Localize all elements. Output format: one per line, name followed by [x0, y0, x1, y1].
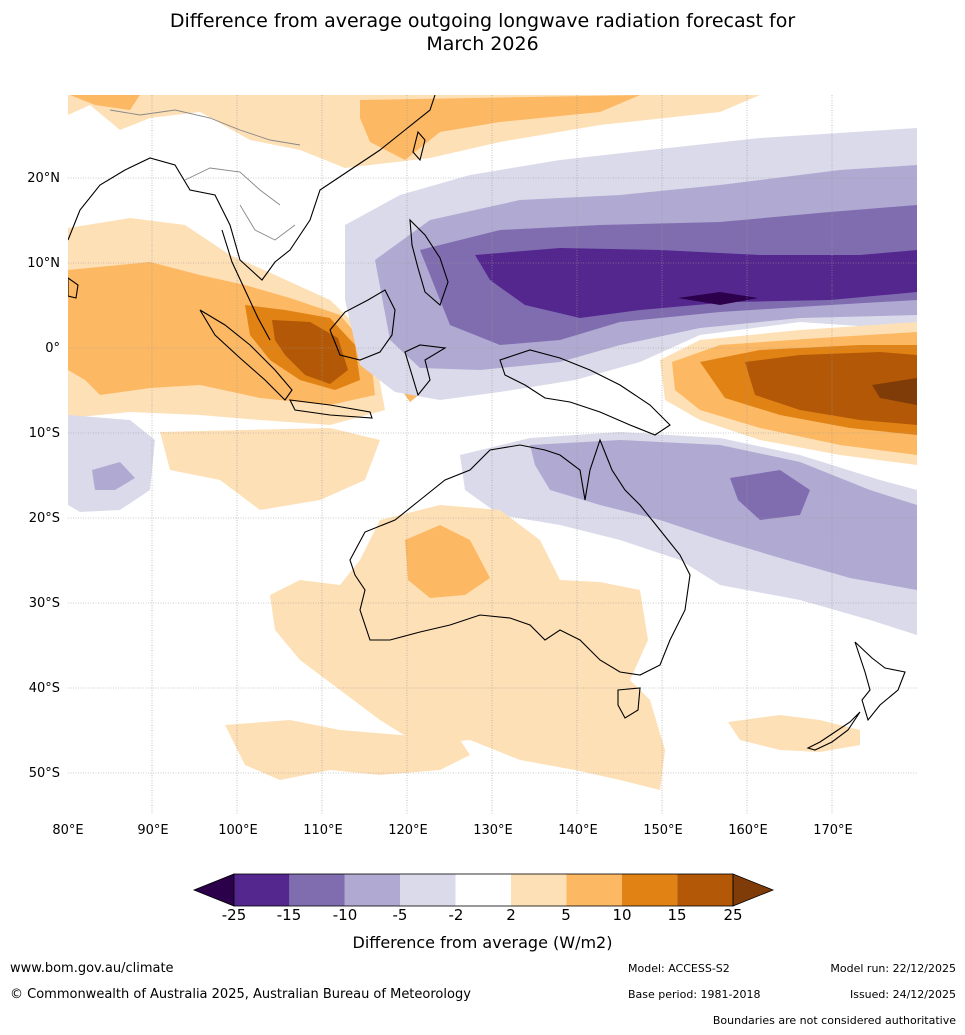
model-name: Model: ACCESS-S2 — [628, 962, 730, 975]
anomaly-region-south-indian-light-orange — [225, 720, 470, 780]
lon-label-140e: 140°E — [558, 823, 598, 838]
coastline-mainland-asia — [68, 95, 436, 281]
colorbar-tick-5: 2 — [506, 906, 516, 924]
country-borders — [109, 109, 301, 241]
coastlines — [68, 95, 906, 751]
lon-label-160e: 160°E — [728, 823, 768, 838]
coastline-tasmania — [617, 687, 641, 719]
anomaly-region-west-indian-purple — [92, 462, 135, 490]
colorbar-tick-8: 15 — [667, 906, 687, 924]
lon-label-170e: 170°E — [813, 823, 853, 838]
coastline-malay-peninsula — [221, 229, 271, 341]
anomaly-region-north-australia-light-purple — [530, 440, 917, 590]
coastline-java — [289, 399, 373, 419]
anomaly-region-sumatra-brown — [272, 320, 348, 384]
anomaly-region-pacific-deepest-purple — [678, 292, 758, 305]
anomaly-region-west-indian-light-purple — [68, 415, 155, 512]
colorbar-tick-2: -10 — [332, 906, 358, 924]
website-link[interactable]: www.bom.gov.au/climate — [10, 961, 174, 976]
anomaly-region-eq-pacific-darkest-brown — [872, 378, 917, 405]
lat-label-30s: 30°S — [28, 596, 60, 611]
colorbar-bin-1 — [289, 874, 345, 906]
coastline-sumatra — [199, 309, 293, 401]
lat-label-0: 0° — [45, 341, 60, 356]
colorbar-tick-0: -25 — [221, 906, 247, 924]
lat-label-20s: 20°S — [28, 511, 60, 526]
chart-title: Difference from average outgoing longwav… — [0, 10, 965, 56]
border-asia-2 — [184, 167, 281, 206]
lon-label-80e: 80°E — [52, 823, 84, 838]
lon-label-130e: 130°E — [473, 823, 513, 838]
anomaly-region-coral-sea-medium-purple — [730, 470, 810, 520]
colorbar-bin-6 — [566, 874, 622, 906]
model-run-date: Model run: 22/12/2025 — [830, 962, 956, 975]
lat-label-20n: 20°N — [27, 171, 60, 186]
colorbar-under-arrow — [192, 873, 235, 907]
anomaly-field — [68, 95, 917, 790]
copyright-text: © Commonwealth of Australia 2025, Austra… — [10, 987, 471, 1002]
colorbar-tick-9: 25 — [723, 906, 743, 924]
title-line-1: Difference from average outgoing longwav… — [169, 10, 796, 32]
colorbar-outline — [233, 873, 734, 907]
anomaly-region-eq-pacific-brown — [745, 352, 917, 425]
colorbar — [0, 870, 965, 960]
anomaly-region-india-orange — [70, 95, 140, 110]
graticule — [68, 95, 917, 815]
border-asia-1 — [109, 109, 301, 146]
anomaly-region-sw-indian-light-orange — [160, 428, 380, 510]
lat-label-10s: 10°S — [28, 426, 60, 441]
lat-label-50s: 50°S — [28, 766, 60, 781]
lon-label-100e: 100°E — [218, 823, 258, 838]
coastline-new-zealand-south — [806, 711, 861, 751]
colorbar-svg — [192, 873, 775, 907]
colorbar-bin-2 — [344, 874, 401, 906]
anomaly-region-australia-light-orange — [270, 505, 665, 790]
title-line-2: March 2026 — [426, 33, 539, 55]
coastline-sri-lanka — [68, 277, 79, 299]
colorbar-tick-3: -5 — [392, 906, 408, 924]
colorbar-tick-7: 10 — [612, 906, 632, 924]
issued-date: Issued: 24/12/2025 — [849, 988, 956, 1001]
colorbar-tick-4: -2 — [448, 906, 464, 924]
colorbar-bin-8 — [677, 874, 733, 906]
colorbar-bin-3 — [400, 874, 456, 906]
lon-label-150e: 150°E — [643, 823, 683, 838]
anomaly-region-pacific-dark-purple — [475, 248, 917, 318]
colorbar-bin-0 — [234, 874, 290, 906]
lon-label-120e: 120°E — [388, 823, 428, 838]
colorbar-bin-5 — [511, 874, 567, 906]
coastline-new-zealand-north — [854, 641, 906, 722]
lat-label-40s: 40°S — [28, 681, 60, 696]
anomaly-region-china-orange — [360, 95, 640, 160]
colorbar-bin-7 — [621, 874, 678, 906]
lon-label-90e: 90°E — [137, 823, 169, 838]
boundaries-disclaimer: Boundaries are not considered authoritat… — [712, 1014, 956, 1027]
base-period: Base period: 1981-2018 — [628, 988, 761, 1001]
coastline-taiwan — [412, 130, 426, 162]
colorbar-bin-4 — [455, 874, 511, 906]
colorbar-tick-6: 5 — [561, 906, 571, 924]
border-asia-3 — [239, 204, 296, 241]
coastline-sulawesi — [404, 344, 447, 397]
anomaly-region-central-australia-orange — [405, 525, 490, 598]
coastline-new-guinea — [499, 349, 671, 436]
colorbar-label: Difference from average (W/m2) — [352, 933, 613, 952]
colorbar-tick-1: -15 — [276, 906, 302, 924]
coastline-philippines — [409, 218, 449, 306]
coastline-australia — [349, 438, 691, 676]
map-svg — [68, 95, 917, 815]
colorbar-over-arrow — [732, 873, 775, 907]
lon-label-110e: 110°E — [303, 823, 343, 838]
coastline-borneo — [329, 289, 396, 361]
lat-label-10n: 10°N — [27, 256, 60, 271]
anomaly-region-tasman-light-orange — [728, 715, 860, 752]
map-panel: 20°N 10°N 0° 10°S 20°S 30°S 40°S 50°S 80… — [27, 95, 917, 838]
